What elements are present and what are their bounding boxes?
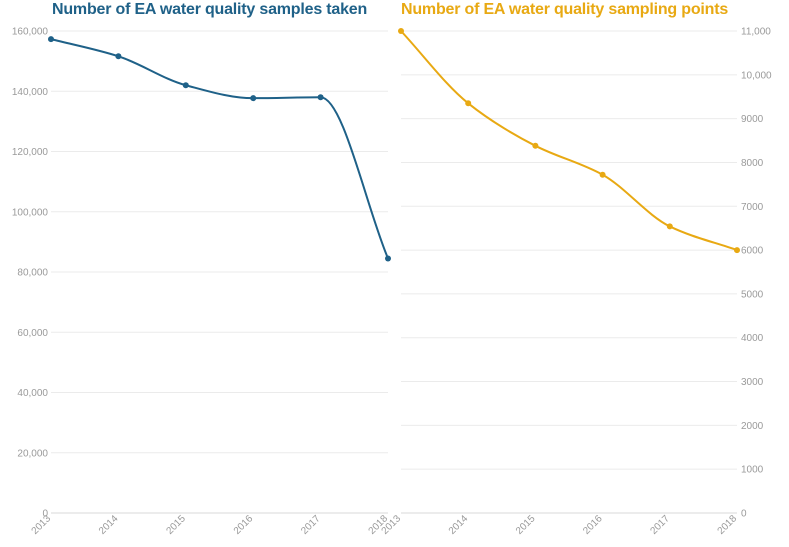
right-data-point[interactable] (734, 247, 740, 254)
left-data-point[interactable] (48, 36, 54, 43)
right-chart-title: Number of EA water quality sampling poin… (401, 1, 729, 18)
right-y-tick-label: 1000 (741, 465, 764, 476)
right-y-tick-label: 8000 (741, 158, 764, 169)
right-x-tick-label: 2017 (648, 513, 672, 537)
left-y-tick-label: 0 (42, 509, 48, 520)
right-data-point[interactable] (398, 28, 404, 34)
right-x-tick-label: 2018 (716, 513, 740, 537)
left-y-tick-label: 40,000 (17, 388, 48, 399)
left-y-tick-label: 120,000 (12, 147, 49, 158)
right-data-point[interactable] (465, 100, 472, 107)
left-y-tick-label: 80,000 (17, 268, 48, 279)
right-y-tick-label: 3000 (741, 377, 764, 388)
right-chart: 0 1000 2000 3000 4000 5000 6000 7000 8000 9000 10,… (380, 27, 772, 537)
left-x-tick-label: 2017 (299, 513, 323, 537)
left-x-tick-label: 2013 (30, 513, 54, 537)
left-chart-title: Number of EA water quality samples taken (52, 1, 368, 18)
right-x-tick-label: 2016 (581, 513, 605, 537)
right-x-tick-label: 2014 (447, 513, 471, 537)
left-y-tick-label: 60,000 (17, 328, 48, 339)
left-y-tick-label: 140,000 (12, 87, 49, 98)
right-y-tick-label: 2000 (741, 421, 764, 432)
left-y-tick-label: 160,000 (12, 27, 49, 38)
left-x-tick-label: 2015 (164, 513, 188, 537)
right-y-tick-label: 0 (741, 509, 747, 520)
left-x-tick-label: 2014 (97, 513, 121, 537)
right-y-tick-label: 10,000 (741, 70, 772, 81)
left-data-point[interactable] (250, 95, 257, 102)
left-chart: 0 20,000 40,000 60,000 80,000 100,000 120,000 1… (12, 27, 391, 537)
right-y-tick-label: 9000 (741, 114, 764, 125)
left-data-point[interactable] (317, 94, 324, 101)
left-series-line (50, 38, 389, 259)
left-y-tick-label: 20,000 (17, 448, 48, 459)
right-y-tick-label: 6000 (741, 246, 764, 257)
right-y-tick-label: 4000 (741, 333, 764, 344)
right-x-tick-label: 2015 (514, 513, 538, 537)
left-data-point[interactable] (385, 255, 391, 262)
right-data-point[interactable] (666, 223, 673, 230)
right-y-tick-label: 7000 (741, 202, 764, 213)
left-data-point[interactable] (115, 53, 122, 60)
right-series-line (400, 30, 738, 252)
right-y-tick-label: 11,000 (741, 27, 771, 38)
right-data-point[interactable] (599, 171, 606, 178)
right-data-point[interactable] (532, 142, 539, 149)
left-x-tick-label: 2016 (232, 513, 256, 537)
left-data-point[interactable] (182, 82, 189, 89)
left-y-tick-label: 100,000 (12, 207, 49, 218)
right-y-tick-label: 5000 (741, 289, 764, 300)
